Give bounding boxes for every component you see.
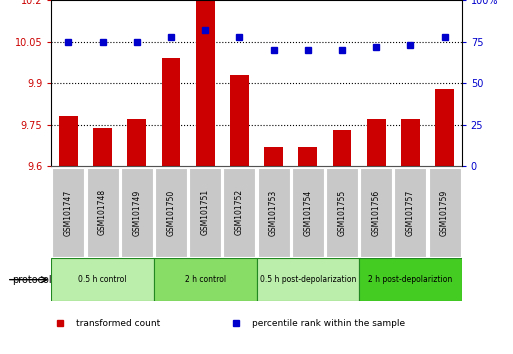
FancyBboxPatch shape xyxy=(428,168,461,257)
Text: transformed count: transformed count xyxy=(76,319,160,328)
Text: GSM101755: GSM101755 xyxy=(338,189,346,235)
Text: GSM101751: GSM101751 xyxy=(201,189,210,235)
Text: 2 h control: 2 h control xyxy=(185,275,226,284)
FancyBboxPatch shape xyxy=(154,258,256,301)
FancyBboxPatch shape xyxy=(52,168,85,257)
FancyBboxPatch shape xyxy=(359,258,462,301)
Text: GSM101759: GSM101759 xyxy=(440,189,449,235)
Bar xyxy=(127,119,146,166)
Text: 2 h post-depolariztion: 2 h post-depolariztion xyxy=(368,275,452,284)
Text: GSM101752: GSM101752 xyxy=(235,189,244,235)
Text: GSM101747: GSM101747 xyxy=(64,189,73,235)
Text: GSM101756: GSM101756 xyxy=(372,189,381,235)
Bar xyxy=(299,147,317,166)
FancyBboxPatch shape xyxy=(223,168,255,257)
FancyBboxPatch shape xyxy=(256,258,359,301)
Text: 0.5 h control: 0.5 h control xyxy=(78,275,127,284)
Bar xyxy=(93,127,112,166)
Bar xyxy=(332,130,351,166)
Text: protocol: protocol xyxy=(12,275,51,285)
Text: GSM101757: GSM101757 xyxy=(406,189,415,235)
FancyBboxPatch shape xyxy=(258,168,290,257)
Bar xyxy=(401,119,420,166)
Bar xyxy=(264,147,283,166)
FancyBboxPatch shape xyxy=(189,168,221,257)
FancyBboxPatch shape xyxy=(326,168,358,257)
Text: percentile rank within the sample: percentile rank within the sample xyxy=(252,319,405,328)
FancyBboxPatch shape xyxy=(155,168,187,257)
FancyBboxPatch shape xyxy=(292,168,324,257)
Text: GSM101748: GSM101748 xyxy=(98,189,107,235)
Text: GSM101754: GSM101754 xyxy=(303,189,312,235)
FancyBboxPatch shape xyxy=(394,168,426,257)
FancyBboxPatch shape xyxy=(121,168,153,257)
Text: GSM101753: GSM101753 xyxy=(269,189,278,235)
Bar xyxy=(59,116,78,166)
Bar xyxy=(162,58,181,166)
Bar xyxy=(230,75,249,166)
Text: 0.5 h post-depolarization: 0.5 h post-depolarization xyxy=(260,275,356,284)
Bar xyxy=(367,119,386,166)
Text: GSM101750: GSM101750 xyxy=(167,189,175,235)
FancyBboxPatch shape xyxy=(87,168,119,257)
Bar xyxy=(196,0,214,166)
FancyBboxPatch shape xyxy=(360,168,392,257)
Bar xyxy=(435,89,454,166)
FancyBboxPatch shape xyxy=(51,258,154,301)
Text: GSM101749: GSM101749 xyxy=(132,189,141,235)
